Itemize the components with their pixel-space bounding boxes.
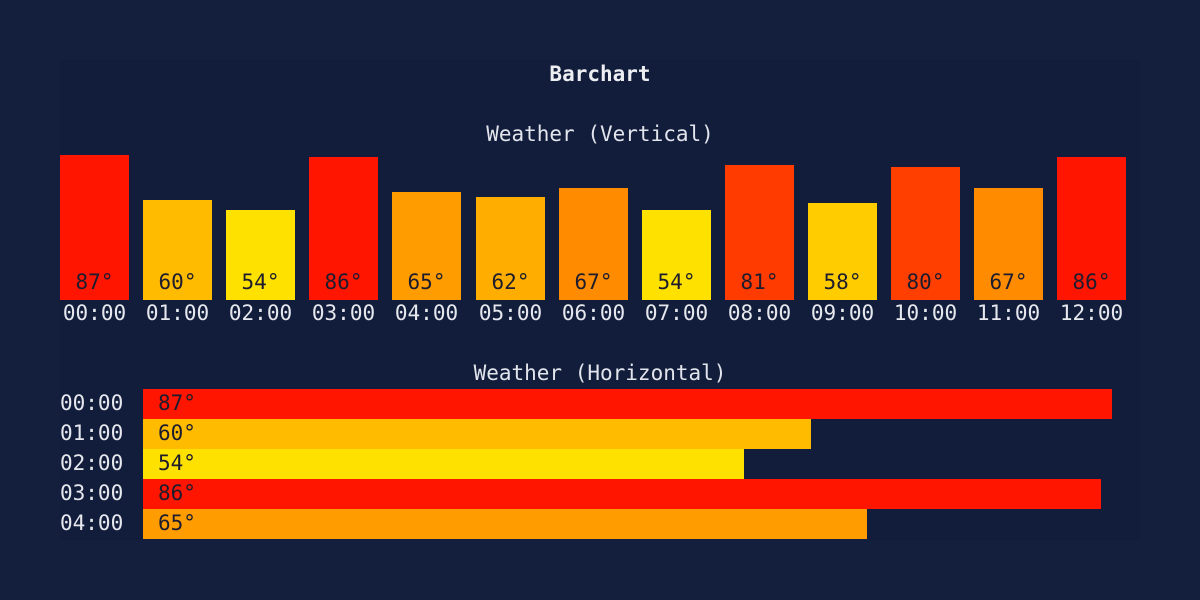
vertical-category-label: 06:00 — [561, 301, 626, 325]
vertical-bar — [226, 210, 295, 300]
horizontal-category-label: 03:00 — [60, 481, 124, 505]
vertical-bar — [476, 197, 545, 300]
horizontal-bar-value-label: 86° — [158, 481, 196, 505]
vertical-bar-value-label: 60° — [158, 270, 197, 294]
vertical-category-label: 07:00 — [644, 301, 709, 325]
vertical-bar — [143, 200, 212, 300]
vertical-category-label: 03:00 — [311, 301, 376, 325]
vertical-bar — [974, 188, 1043, 300]
vertical-category-label: 10:00 — [893, 301, 958, 325]
vertical-bar — [60, 155, 129, 300]
vertical-bar — [392, 192, 461, 300]
vertical-bar — [725, 165, 794, 300]
vertical-bar-value-label: 54° — [241, 270, 280, 294]
horizontal-bar — [143, 389, 1112, 419]
vertical-category-label: 02:00 — [228, 301, 293, 325]
vertical-bar — [642, 210, 711, 300]
horizontal-bar — [143, 419, 811, 449]
vertical-bar-value-label: 81° — [740, 270, 779, 294]
horizontal-category-label: 02:00 — [60, 451, 124, 475]
horizontal-bar — [143, 449, 744, 479]
vertical-category-label: 05:00 — [478, 301, 543, 325]
vertical-bar-value-label: 86° — [1072, 270, 1111, 294]
vertical-category-label: 11:00 — [976, 301, 1041, 325]
horizontal-category-label: 04:00 — [60, 511, 124, 535]
vertical-category-label: 01:00 — [145, 301, 210, 325]
horizontal-bar — [143, 479, 1101, 509]
horizontal-bar-value-label: 87° — [158, 391, 196, 415]
vertical-bar-value-label: 67° — [574, 270, 613, 294]
vertical-bar — [808, 203, 877, 300]
vertical-bar-value-label: 80° — [906, 270, 945, 294]
vertical-category-label: 09:00 — [810, 301, 875, 325]
vertical-bar — [891, 167, 960, 300]
vertical-bar — [1057, 157, 1126, 300]
vertical-chart-title: Weather (Vertical) — [486, 122, 714, 146]
vertical-category-label: 08:00 — [727, 301, 792, 325]
horizontal-bar-value-label: 54° — [158, 451, 196, 475]
vertical-bar — [309, 157, 378, 300]
horizontal-category-label: 00:00 — [60, 391, 124, 415]
horizontal-bar — [143, 509, 867, 539]
vertical-bar-value-label: 62° — [491, 270, 530, 294]
horizontal-bar-value-label: 60° — [158, 421, 196, 445]
vertical-bar-value-label: 86° — [324, 270, 363, 294]
vertical-bar — [559, 188, 628, 300]
vertical-bar-value-label: 54° — [657, 270, 696, 294]
page-title: Barchart — [549, 62, 651, 86]
vertical-bar-value-label: 87° — [75, 270, 114, 294]
vertical-category-label: 04:00 — [394, 301, 459, 325]
horizontal-category-label: 01:00 — [60, 421, 124, 445]
vertical-bar-value-label: 58° — [823, 270, 862, 294]
vertical-bar-value-label: 67° — [989, 270, 1028, 294]
vertical-bar-value-label: 65° — [407, 270, 446, 294]
horizontal-bar-value-label: 65° — [158, 511, 196, 535]
vertical-category-label: 12:00 — [1059, 301, 1124, 325]
horizontal-chart-title: Weather (Horizontal) — [473, 361, 727, 385]
vertical-category-label: 00:00 — [62, 301, 127, 325]
